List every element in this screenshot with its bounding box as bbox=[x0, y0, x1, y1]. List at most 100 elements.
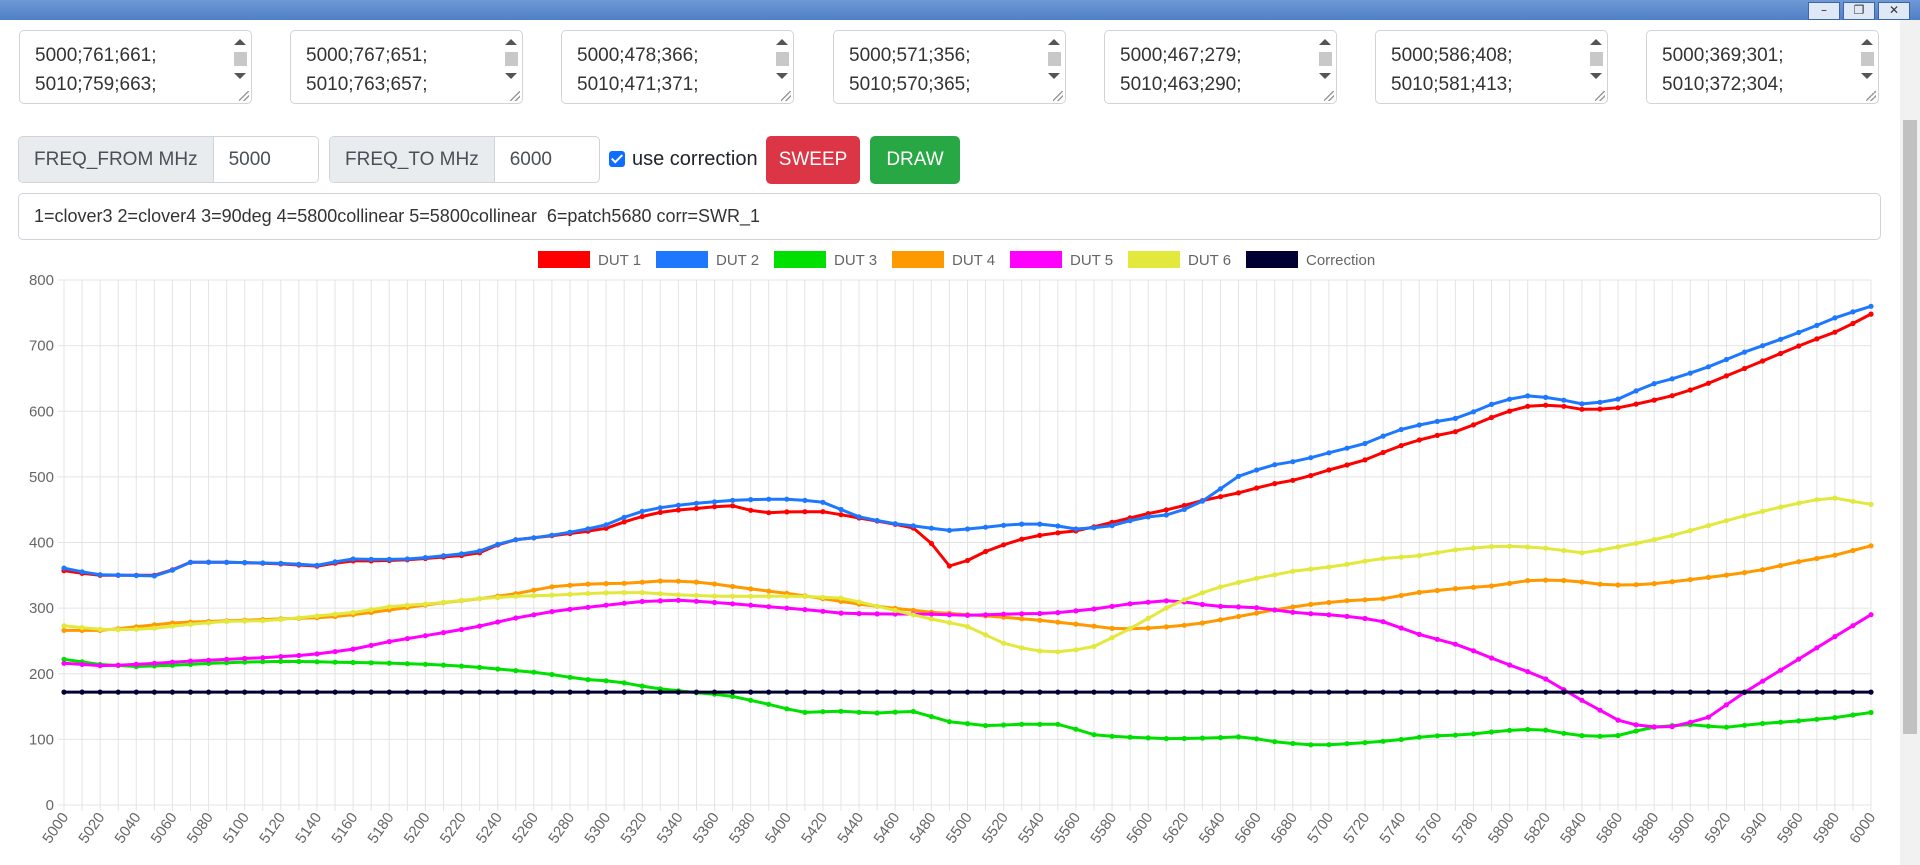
page-scrollbar-thumb[interactable] bbox=[1903, 120, 1917, 734]
data-point bbox=[784, 496, 790, 502]
resize-grip-icon[interactable] bbox=[1053, 91, 1063, 101]
data-point bbox=[1543, 577, 1549, 583]
minimize-icon[interactable]: – bbox=[1808, 2, 1840, 20]
data-point bbox=[79, 661, 85, 667]
data-point bbox=[1669, 376, 1675, 382]
data-point bbox=[1091, 525, 1097, 531]
resize-grip-icon[interactable] bbox=[239, 91, 249, 101]
data-point bbox=[1326, 689, 1332, 695]
data-point bbox=[1723, 356, 1729, 363]
textarea-scrollbar[interactable] bbox=[1858, 33, 1876, 93]
data-point bbox=[1615, 689, 1621, 695]
data-point bbox=[964, 721, 971, 727]
data-point bbox=[404, 556, 410, 562]
close-icon[interactable]: ✕ bbox=[1878, 2, 1910, 20]
data-point bbox=[1543, 727, 1549, 733]
data-point bbox=[1687, 689, 1693, 695]
data-point bbox=[1868, 501, 1874, 507]
data-point bbox=[458, 689, 465, 695]
textarea-scrollbar[interactable] bbox=[231, 33, 249, 93]
x-tick-label: 5440 bbox=[834, 810, 867, 847]
textarea-scrollbar[interactable] bbox=[1587, 33, 1605, 93]
data-point bbox=[693, 579, 700, 585]
data-point bbox=[1091, 689, 1097, 695]
data-point bbox=[784, 706, 790, 712]
data-point bbox=[1398, 554, 1404, 560]
textarea-scrollbar[interactable] bbox=[1316, 33, 1334, 93]
draw-button[interactable]: DRAW bbox=[870, 136, 960, 184]
data-point bbox=[1199, 620, 1205, 626]
data-point bbox=[1868, 543, 1874, 549]
x-tick-label: 5860 bbox=[1593, 810, 1626, 847]
data-point bbox=[1145, 689, 1151, 695]
data-point bbox=[693, 505, 700, 512]
data-point bbox=[495, 689, 501, 695]
legend-item[interactable]: DUT 5 bbox=[1010, 251, 1113, 269]
data-point bbox=[386, 660, 392, 666]
resize-grip-icon[interactable] bbox=[510, 91, 520, 101]
use-correction-checkbox[interactable] bbox=[609, 151, 625, 167]
legend-item[interactable]: DUT 3 bbox=[774, 251, 877, 269]
data-point bbox=[1272, 689, 1278, 695]
data-point bbox=[61, 656, 67, 662]
data-point bbox=[1723, 518, 1729, 524]
data-point bbox=[1633, 401, 1639, 407]
data-point bbox=[1597, 581, 1603, 587]
resize-grip-icon[interactable] bbox=[1595, 91, 1605, 101]
dut-textarea-6[interactable]: 5000;586;408; 5010;581;413; bbox=[1375, 30, 1608, 104]
textarea-content: 5000;571;356; 5010;570;365; bbox=[849, 45, 971, 95]
data-point bbox=[838, 512, 844, 518]
x-tick-label: 5680 bbox=[1268, 810, 1301, 847]
data-point bbox=[1633, 388, 1639, 394]
legend-item[interactable]: DUT 1 bbox=[538, 251, 641, 269]
legend-item[interactable]: DUT 2 bbox=[656, 251, 759, 269]
dut-textarea-3[interactable]: 5000;478;366; 5010;471;371; bbox=[561, 30, 794, 104]
resize-grip-icon[interactable] bbox=[1866, 91, 1876, 101]
textarea-scrollbar[interactable] bbox=[1045, 33, 1063, 93]
dut-textarea-5[interactable]: 5000;467;279; 5010;463;290; bbox=[1104, 30, 1337, 104]
data-point bbox=[910, 708, 916, 715]
freq-from-input[interactable]: 5000 bbox=[213, 137, 286, 182]
data-point bbox=[1181, 622, 1187, 628]
use-correction-label[interactable]: use correction bbox=[632, 148, 758, 170]
x-tick-label: 5920 bbox=[1702, 810, 1735, 847]
data-point bbox=[1362, 689, 1368, 695]
x-tick-label: 5580 bbox=[1087, 810, 1120, 847]
data-point bbox=[964, 526, 971, 532]
data-point bbox=[278, 654, 284, 660]
freq-to-input[interactable]: 6000 bbox=[494, 137, 567, 182]
data-point bbox=[730, 601, 736, 607]
data-point bbox=[1651, 724, 1657, 730]
legend-item[interactable]: DUT 4 bbox=[892, 251, 995, 269]
data-point bbox=[820, 509, 826, 515]
resize-grip-icon[interactable] bbox=[781, 91, 791, 101]
description-input[interactable]: 1=clover3 2=clover4 3=90deg 4=5800collin… bbox=[18, 193, 1881, 240]
legend-item[interactable]: DUT 6 bbox=[1128, 251, 1231, 269]
textarea-scrollbar[interactable] bbox=[502, 33, 520, 93]
data-point bbox=[910, 523, 916, 529]
data-point bbox=[1633, 689, 1639, 695]
series-correction bbox=[61, 689, 1874, 695]
correction-textarea[interactable]: 5000;369;301; 5010;372;304; bbox=[1646, 30, 1879, 104]
data-point bbox=[1470, 689, 1477, 695]
data-point bbox=[711, 593, 718, 599]
data-point bbox=[820, 499, 826, 505]
dut-textarea-4[interactable]: 5000;571;356; 5010;570;365; bbox=[833, 30, 1066, 104]
data-point bbox=[1199, 601, 1205, 608]
data-point bbox=[1579, 689, 1585, 695]
data-point bbox=[675, 689, 682, 695]
data-point bbox=[856, 611, 862, 617]
legend-item[interactable]: Correction bbox=[1246, 251, 1375, 269]
textarea-scrollbar[interactable] bbox=[773, 33, 791, 93]
sweep-button[interactable]: SWEEP bbox=[766, 136, 860, 184]
x-tick-label: 5160 bbox=[328, 810, 361, 847]
dut-textarea-2[interactable]: 5000;767;651; 5010;763;657; bbox=[290, 30, 523, 104]
data-point bbox=[1507, 543, 1513, 549]
data-point bbox=[1741, 722, 1748, 728]
resize-grip-icon[interactable] bbox=[1324, 91, 1334, 101]
page-scrollbar[interactable] bbox=[1900, 20, 1920, 865]
data-point bbox=[856, 709, 862, 715]
restore-icon[interactable]: ❐ bbox=[1843, 2, 1875, 20]
dut-textarea-1[interactable]: 5000;761;661; 5010;759;663; bbox=[19, 30, 252, 104]
data-point bbox=[874, 689, 880, 695]
